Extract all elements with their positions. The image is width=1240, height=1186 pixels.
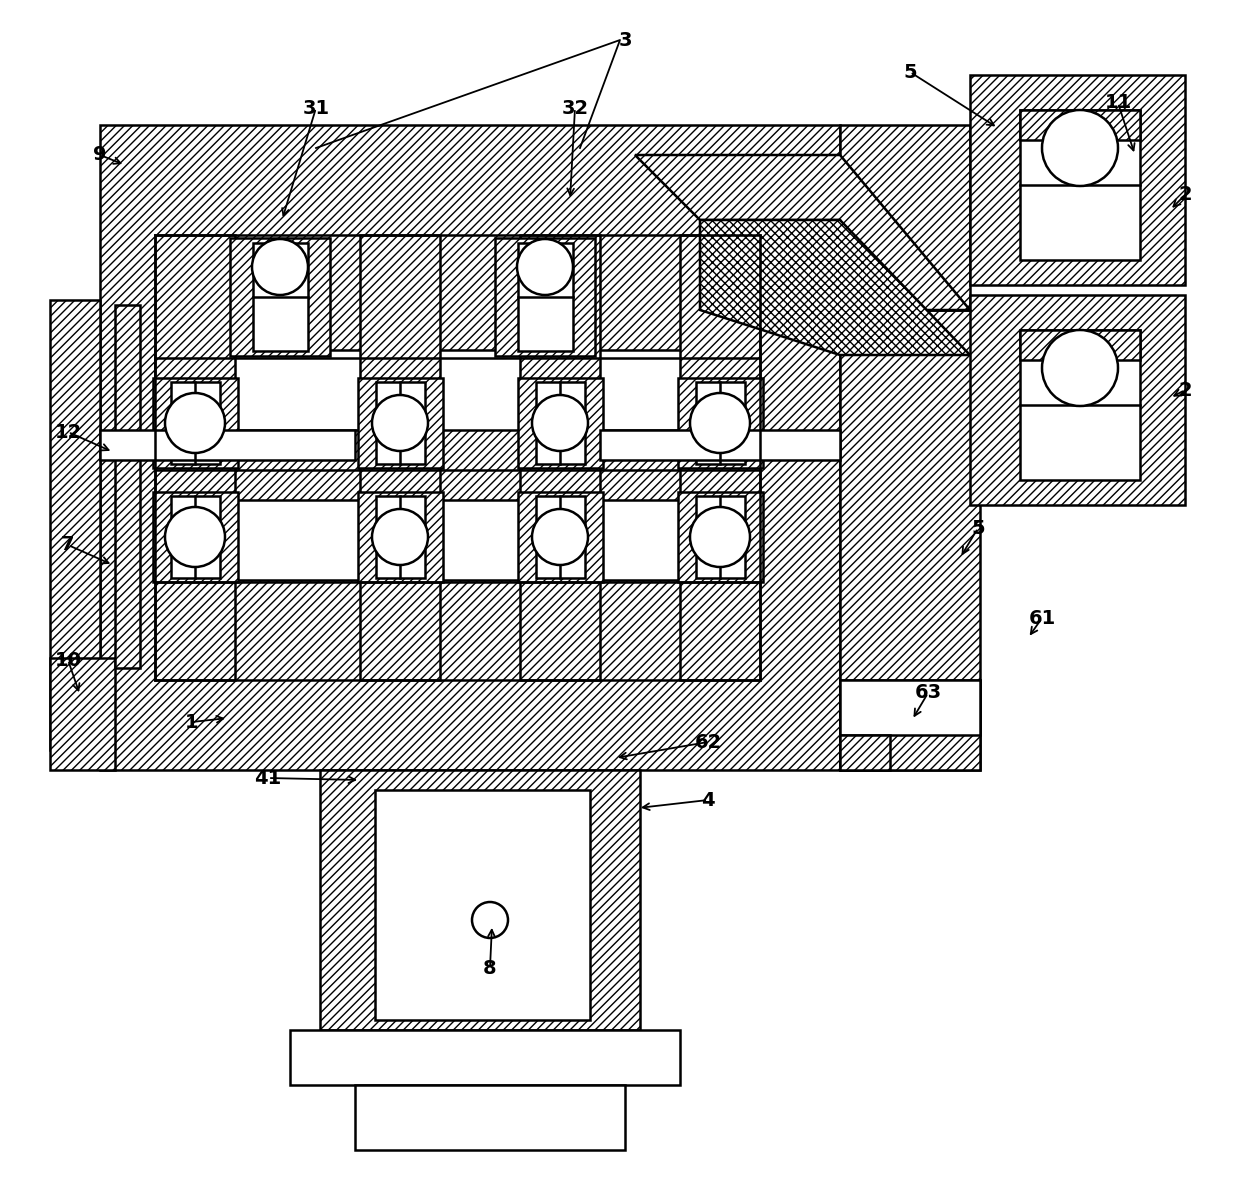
Text: 2: 2: [1178, 381, 1192, 400]
Circle shape: [372, 395, 428, 451]
Bar: [1021, 110, 1140, 260]
Bar: [518, 243, 573, 351]
Bar: [50, 658, 115, 770]
Bar: [520, 235, 600, 680]
Text: 3: 3: [619, 31, 631, 50]
Bar: [155, 235, 236, 680]
Bar: [155, 500, 735, 580]
Text: 9: 9: [93, 146, 107, 165]
Circle shape: [532, 395, 588, 451]
Circle shape: [1042, 110, 1118, 186]
Bar: [355, 1085, 625, 1150]
Bar: [696, 382, 745, 464]
Text: 63: 63: [914, 683, 941, 702]
Text: 5: 5: [971, 518, 985, 537]
Text: 2: 2: [1178, 185, 1192, 204]
Bar: [358, 492, 443, 582]
Bar: [839, 680, 980, 770]
Bar: [320, 770, 640, 1029]
Bar: [376, 382, 425, 464]
Bar: [1021, 330, 1140, 480]
Circle shape: [372, 509, 428, 565]
Circle shape: [532, 509, 588, 565]
Bar: [518, 492, 603, 582]
Bar: [680, 235, 760, 680]
Bar: [678, 492, 763, 582]
Text: 1: 1: [185, 713, 198, 732]
Text: 32: 32: [562, 98, 589, 117]
Bar: [536, 496, 585, 578]
Bar: [376, 496, 425, 578]
Bar: [171, 382, 219, 464]
Text: 11: 11: [1105, 94, 1132, 113]
Text: 12: 12: [55, 422, 82, 441]
Text: 8: 8: [484, 958, 497, 977]
Bar: [600, 431, 839, 460]
Bar: [518, 378, 603, 468]
Circle shape: [689, 506, 750, 567]
Bar: [839, 680, 980, 735]
Bar: [100, 431, 355, 460]
Bar: [50, 300, 100, 750]
Circle shape: [517, 240, 573, 295]
Bar: [536, 382, 585, 464]
Bar: [115, 305, 140, 668]
Circle shape: [165, 506, 224, 567]
Bar: [970, 295, 1185, 505]
Bar: [290, 1029, 680, 1085]
Circle shape: [165, 393, 224, 453]
Bar: [253, 243, 308, 351]
Bar: [495, 238, 595, 356]
Bar: [155, 350, 735, 431]
Text: 41: 41: [254, 769, 281, 788]
Bar: [696, 496, 745, 578]
Circle shape: [472, 903, 508, 938]
Bar: [1021, 110, 1140, 140]
Bar: [360, 235, 440, 680]
Bar: [153, 492, 238, 582]
Bar: [171, 496, 219, 578]
Circle shape: [1042, 330, 1118, 406]
Bar: [970, 75, 1185, 285]
Circle shape: [252, 240, 308, 295]
Bar: [1021, 330, 1140, 361]
Bar: [229, 238, 330, 356]
Text: 4: 4: [701, 791, 714, 810]
Text: 7: 7: [61, 536, 74, 555]
Bar: [374, 790, 590, 1020]
Text: 31: 31: [303, 98, 330, 117]
Text: 10: 10: [55, 650, 82, 670]
Bar: [100, 125, 839, 770]
Bar: [839, 125, 970, 310]
Bar: [839, 735, 890, 770]
Bar: [678, 378, 763, 468]
Text: 62: 62: [694, 733, 722, 752]
Bar: [358, 378, 443, 468]
Bar: [153, 378, 238, 468]
Text: 5: 5: [903, 63, 916, 82]
Circle shape: [689, 393, 750, 453]
Text: 61: 61: [1028, 608, 1055, 627]
Bar: [839, 310, 980, 770]
Polygon shape: [701, 219, 970, 355]
Polygon shape: [635, 155, 970, 310]
